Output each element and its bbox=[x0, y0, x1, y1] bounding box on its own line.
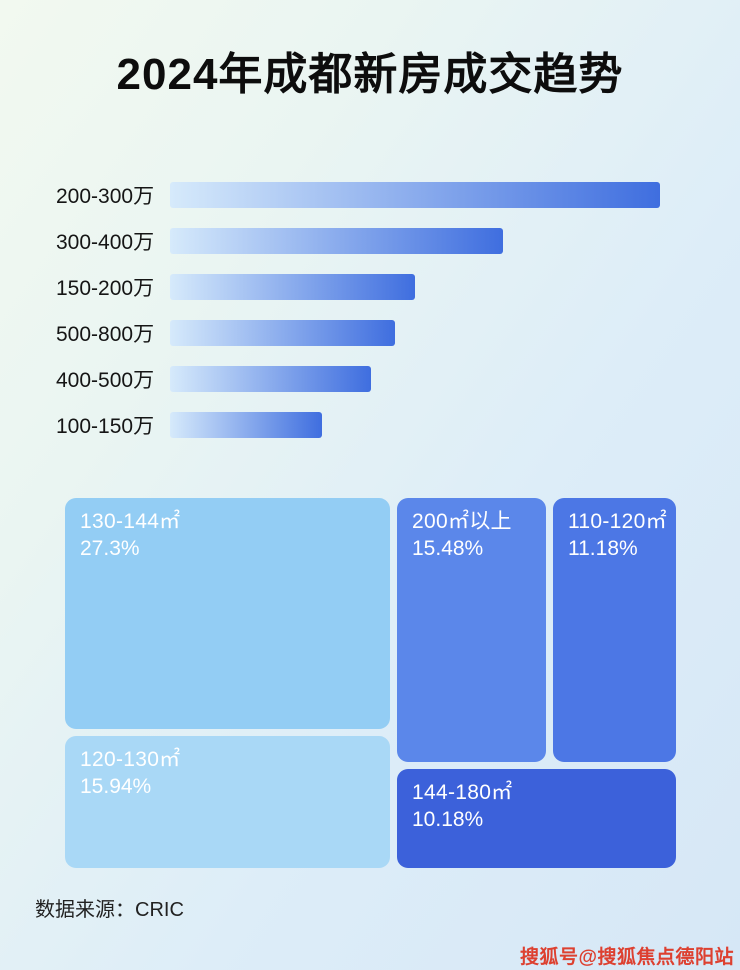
bar-row: 400-500万 bbox=[56, 366, 660, 392]
treemap-block-110-120: 110-120㎡ 11.18% bbox=[553, 498, 676, 762]
bar-row: 100-150万 bbox=[56, 412, 660, 438]
treemap-block-120-130: 120-130㎡ 15.94% bbox=[65, 736, 390, 868]
bar-track bbox=[170, 366, 660, 392]
treemap-block-value: 27.3% bbox=[80, 537, 140, 561]
treemap-block-label: 200㎡以上 bbox=[412, 510, 512, 533]
bar-row: 500-800万 bbox=[56, 320, 660, 346]
bar-track bbox=[170, 412, 660, 438]
bar-row: 200-300万 bbox=[56, 182, 660, 208]
bar-category-label: 500-800万 bbox=[56, 323, 155, 346]
data-source-label: 数据来源：CRIC bbox=[35, 899, 184, 921]
bar-track bbox=[170, 274, 660, 300]
bar bbox=[170, 320, 396, 346]
treemap-block-130-144: 130-144㎡ 27.3% bbox=[65, 498, 390, 729]
treemap: 130-144㎡ 27.3% 120-130㎡ 15.94% 200㎡以上 15… bbox=[65, 498, 676, 868]
bar bbox=[170, 228, 504, 254]
bar-category-label: 200-300万 bbox=[56, 185, 155, 208]
treemap-block-value: 15.94% bbox=[80, 775, 152, 799]
bar-category-label: 100-150万 bbox=[56, 415, 155, 438]
bar bbox=[170, 412, 322, 438]
bar-row: 300-400万 bbox=[56, 228, 660, 254]
page-title: 2024年成都新房成交趋势 bbox=[116, 50, 624, 99]
bar-track bbox=[170, 320, 660, 346]
treemap-block-144-180: 144-180㎡ 10.18% bbox=[397, 769, 676, 868]
bar-row: 150-200万 bbox=[56, 274, 660, 300]
treemap-block-value: 15.48% bbox=[412, 537, 484, 561]
treemap-block-label: 120-130㎡ bbox=[80, 748, 181, 771]
bar bbox=[170, 274, 415, 300]
bar-track bbox=[170, 182, 660, 208]
treemap-block-value: 11.18% bbox=[568, 537, 638, 561]
watermark-label: 搜狐号@搜狐焦点德阳站 bbox=[519, 947, 734, 968]
bar bbox=[170, 182, 660, 208]
bar bbox=[170, 366, 371, 392]
bar-category-label: 150-200万 bbox=[56, 277, 155, 300]
treemap-block-200-plus: 200㎡以上 15.48% bbox=[397, 498, 546, 762]
treemap-block-label: 130-144㎡ bbox=[80, 510, 181, 533]
bar-track bbox=[170, 228, 660, 254]
bar-category-label: 400-500万 bbox=[56, 369, 155, 392]
bar-chart: 200-300万 300-400万 150-200万 500-800万 400-500万… bbox=[56, 182, 660, 458]
treemap-block-label: 144-180㎡ bbox=[412, 781, 513, 804]
treemap-block-value: 10.18% bbox=[412, 808, 484, 832]
bar-category-label: 300-400万 bbox=[56, 231, 155, 254]
treemap-block-label: 110-120㎡ bbox=[568, 510, 667, 533]
